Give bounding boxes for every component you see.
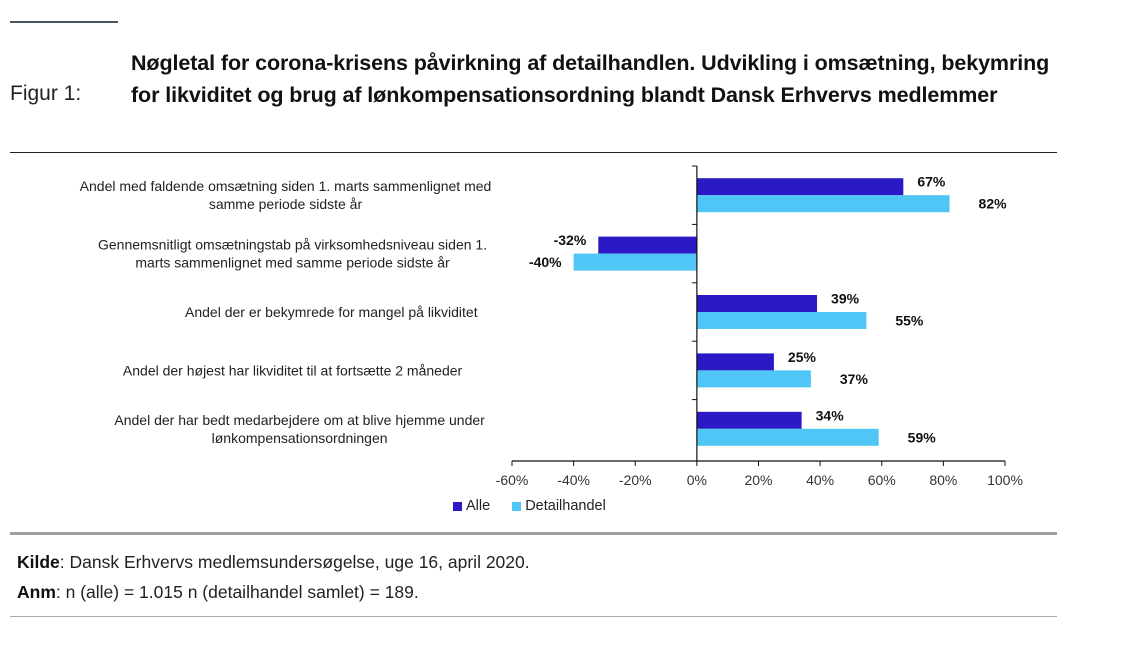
x-tick-label: 100% xyxy=(987,472,1023,488)
footer-divider xyxy=(10,532,1057,535)
decorative-top-line xyxy=(10,21,118,23)
category-label-2: Andel der er bekymrede for mangel på lik… xyxy=(185,304,478,320)
bar-detailhandel-4 xyxy=(696,428,879,446)
figure-label: Figur 1: xyxy=(10,82,82,105)
x-tick-label: 20% xyxy=(744,472,772,488)
x-tick-label: -40% xyxy=(557,472,590,488)
data-label-detailhandel-0: 82% xyxy=(979,196,1008,212)
bar-alle-2 xyxy=(696,295,818,312)
bar-detailhandel-3 xyxy=(696,370,811,388)
source-text: : Dansk Erhvervs medlemsundersøgelse, ug… xyxy=(59,552,530,572)
data-label-detailhandel-3: 37% xyxy=(840,371,869,387)
bar-alle-3 xyxy=(696,353,774,371)
data-label-alle-1: -32% xyxy=(554,232,587,248)
data-label-alle-2: 39% xyxy=(831,291,860,307)
data-label-alle-0: 67% xyxy=(917,174,946,190)
category-label-1: Gennemsnitligt omsætningstab på virksomh… xyxy=(98,237,487,271)
data-label-detailhandel-2: 55% xyxy=(895,313,924,329)
data-label-detailhandel-1: -40% xyxy=(529,254,562,270)
category-label-line: samme periode sidste år xyxy=(209,196,363,212)
bar-alle-0 xyxy=(696,178,904,196)
x-tick-label: 80% xyxy=(929,472,957,488)
bar-alle-1 xyxy=(598,236,697,254)
bar-detailhandel-0 xyxy=(696,195,950,213)
source-note: Kilde: Dansk Erhvervs medlemsundersøgels… xyxy=(17,552,530,573)
x-tick-label: 0% xyxy=(687,472,707,488)
category-label-3: Andel der højest har likviditet til at f… xyxy=(123,362,463,378)
x-tick-label: 60% xyxy=(868,472,896,488)
category-label-line: Andel med faldende omsætning siden 1. ma… xyxy=(80,178,492,194)
legend-label-alle: Alle xyxy=(466,498,491,514)
category-label-line: marts sammenlignet med samme periode sid… xyxy=(135,255,450,271)
category-label-line: Andel der er bekymrede for mangel på lik… xyxy=(185,304,478,320)
source-label: Kilde xyxy=(17,552,60,572)
category-label-4: Andel der har bedt medarbejdere om at bl… xyxy=(114,412,485,446)
legend: Alle Detailhandel xyxy=(453,498,628,514)
bar-detailhandel-2 xyxy=(696,312,867,329)
category-label-line: lønkompensationsordningen xyxy=(212,430,388,446)
category-label-line: Gennemsnitligt omsætningstab på virksomh… xyxy=(98,237,487,253)
data-label-alle-3: 25% xyxy=(788,349,817,365)
x-tick-label: -20% xyxy=(619,472,652,488)
legend-item-alle: Alle xyxy=(453,498,490,514)
category-label-line: Andel der har bedt medarbejdere om at bl… xyxy=(114,412,485,428)
x-tick-label: -60% xyxy=(496,472,529,488)
bar-alle-4 xyxy=(696,411,802,429)
figure-title: Nøgletal for corona-krisens påvirkning a… xyxy=(131,51,1050,107)
legend-item-detailhandel: Detailhandel xyxy=(512,498,606,514)
bar-detailhandel-1 xyxy=(573,253,697,271)
legend-label-detailhandel: Detailhandel xyxy=(525,498,606,514)
category-label-0: Andel med faldende omsætning siden 1. ma… xyxy=(80,178,492,212)
annotation-label: Anm xyxy=(17,582,56,602)
legend-swatch-alle xyxy=(453,501,462,511)
bottom-divider xyxy=(10,616,1057,617)
category-label-line: Andel der højest har likviditet til at f… xyxy=(123,362,463,378)
annotation-text: : n (alle) = 1.015 n (detailhandel samle… xyxy=(55,582,419,602)
data-label-detailhandel-4: 59% xyxy=(908,429,937,445)
annotation-note: Anm: n (alle) = 1.015 n (detailhandel sa… xyxy=(17,582,419,603)
data-label-alle-4: 34% xyxy=(816,407,845,423)
x-tick-label: 40% xyxy=(806,472,834,488)
title-divider xyxy=(10,152,1057,153)
legend-swatch-detailhandel xyxy=(512,501,522,511)
